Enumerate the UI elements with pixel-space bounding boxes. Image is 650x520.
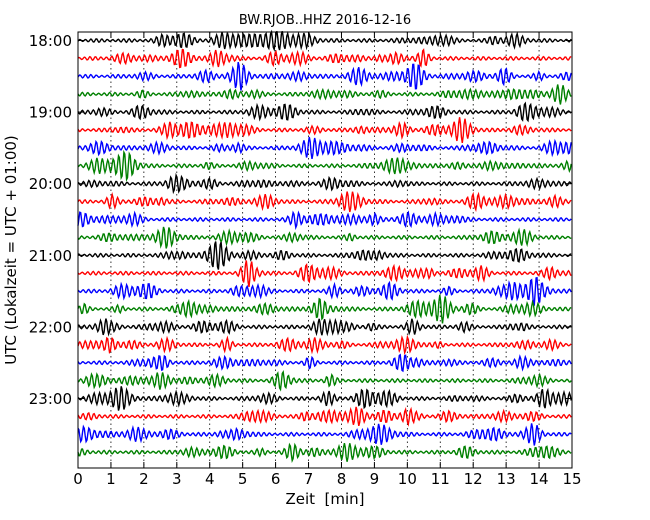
trace-line-10 xyxy=(77,210,572,231)
axis-ticks xyxy=(77,32,573,468)
trace-line-22 xyxy=(77,423,572,446)
trace-line-12 xyxy=(77,241,572,270)
x-tick-label-3: 3 xyxy=(172,470,182,488)
plot-frame xyxy=(77,31,573,469)
trace-line-21 xyxy=(77,406,572,427)
x-tick-label-2: 2 xyxy=(139,470,149,488)
x-tick-label-0: 0 xyxy=(73,470,83,488)
y-axis-label: UTC (Lokalzeit = UTC + 01:00) xyxy=(2,135,20,365)
x-tick-label-15: 15 xyxy=(562,470,581,488)
x-tick-label-10: 10 xyxy=(398,470,417,488)
trace-line-16 xyxy=(77,317,572,337)
trace-line-17 xyxy=(77,334,572,356)
x-tick-label-13: 13 xyxy=(497,470,516,488)
trace-line-19 xyxy=(77,369,572,392)
trace-line-0 xyxy=(77,29,572,53)
trace-line-11 xyxy=(77,226,572,249)
x-tick-label-12: 12 xyxy=(464,470,483,488)
chart-title: BW.RJOB..HHZ 2016-12-16 xyxy=(239,13,411,28)
x-axis-label: Zeit [min] xyxy=(285,490,364,508)
y-tick-label-2: 20:00 xyxy=(29,175,72,193)
trace-line-1 xyxy=(77,48,572,69)
trace-line-6 xyxy=(77,136,572,159)
y-tick-label-4: 22:00 xyxy=(29,318,72,336)
x-tick-label-9: 9 xyxy=(370,470,380,488)
x-tick-label-11: 11 xyxy=(431,470,450,488)
y-tick-label-5: 23:00 xyxy=(29,390,72,408)
y-tick-label-0: 18:00 xyxy=(29,32,72,50)
trace-line-23 xyxy=(77,442,572,464)
x-tick-label-8: 8 xyxy=(337,470,347,488)
x-tick-label-14: 14 xyxy=(530,470,549,488)
trace-line-5 xyxy=(77,117,572,143)
trace-line-7 xyxy=(77,149,572,183)
trace-line-18 xyxy=(77,353,572,373)
trace-line-3 xyxy=(77,84,572,105)
trace-line-8 xyxy=(77,172,572,195)
x-tick-label-1: 1 xyxy=(106,470,116,488)
x-tick-label-5: 5 xyxy=(238,470,248,488)
trace-line-15 xyxy=(77,294,572,324)
y-tick-labels: 18:00 19:00 20:00 21:00 22:00 23:00 xyxy=(29,32,72,408)
x-tick-labels: 0 1 2 3 4 5 6 7 8 9 10 11 12 13 14 15 xyxy=(73,470,581,488)
trace-line-20 xyxy=(77,386,572,411)
trace-line-4 xyxy=(77,101,572,123)
trace-line-14 xyxy=(77,276,572,307)
x-tick-label-6: 6 xyxy=(271,470,281,488)
trace-series xyxy=(77,29,572,464)
y-tick-label-3: 21:00 xyxy=(29,247,72,265)
y-tick-label-1: 19:00 xyxy=(29,104,72,122)
trace-line-9 xyxy=(77,191,572,213)
grid-lines xyxy=(110,32,540,468)
x-tick-label-4: 4 xyxy=(205,470,215,488)
trace-line-13 xyxy=(77,260,572,288)
trace-line-2 xyxy=(77,61,572,91)
x-tick-label-7: 7 xyxy=(304,470,314,488)
